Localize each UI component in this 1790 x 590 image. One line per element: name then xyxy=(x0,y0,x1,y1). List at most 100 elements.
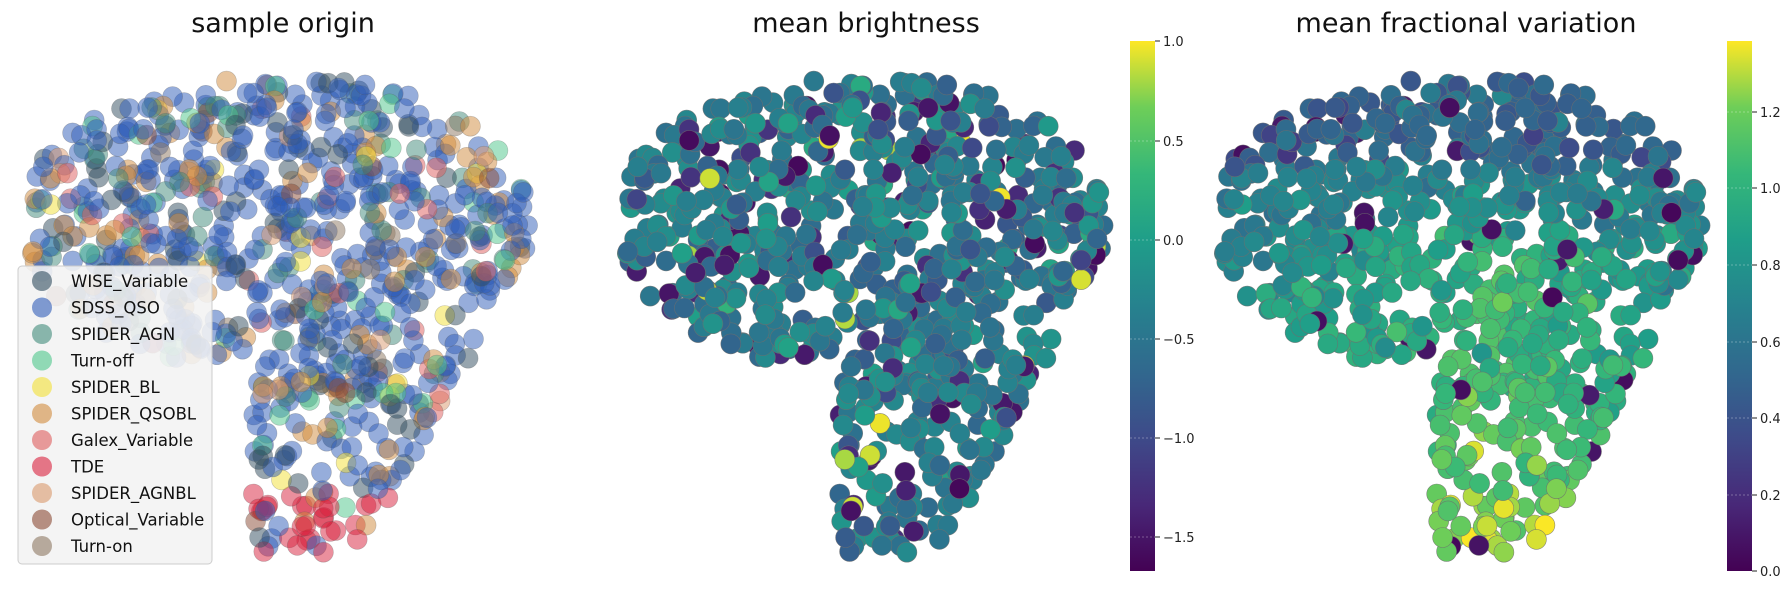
scatter-point xyxy=(1620,218,1641,240)
scatter-point xyxy=(426,157,447,179)
scatter-point xyxy=(749,156,770,178)
scatter-point xyxy=(840,500,862,522)
scatter-point xyxy=(1531,154,1552,176)
scatter-point xyxy=(342,333,364,354)
legend-marker xyxy=(32,377,52,397)
scatter-point xyxy=(1615,135,1637,156)
scatter-point xyxy=(803,70,825,92)
scatter-point xyxy=(166,228,188,250)
scatter-point xyxy=(335,97,356,119)
scatter-point xyxy=(399,316,421,338)
scatter-point xyxy=(626,189,648,210)
scatter-point xyxy=(854,404,876,426)
scatter-point xyxy=(316,273,338,294)
scatter-point xyxy=(1496,273,1518,294)
scatter-point xyxy=(1035,347,1057,369)
legend-label: SPIDER_QSOBL xyxy=(71,405,197,425)
scatter-point xyxy=(879,515,901,537)
scatter-point xyxy=(1497,417,1519,439)
scatter-point xyxy=(923,258,945,279)
scatter-point xyxy=(881,162,902,184)
scatter-point xyxy=(267,196,288,217)
scatter-point xyxy=(1526,403,1548,425)
legend-marker xyxy=(32,297,52,318)
scatter-point xyxy=(416,407,438,429)
colorbar-tick-label: −1.0 xyxy=(1163,432,1195,447)
scatter-point xyxy=(934,154,956,176)
scatter-point xyxy=(925,333,946,354)
scatter-point xyxy=(379,239,400,260)
scatter-point xyxy=(874,371,896,393)
scatter-point xyxy=(79,242,100,264)
scatter-point xyxy=(1345,321,1367,343)
scatter-point xyxy=(1070,249,1092,271)
scatter-point xyxy=(356,382,377,403)
scatter-point xyxy=(896,497,918,519)
legend-label: SDSS_QSO xyxy=(71,299,160,319)
scatter-point xyxy=(974,348,996,369)
scatter-point xyxy=(978,116,1000,137)
scatter-point xyxy=(1416,125,1437,146)
scatter-point xyxy=(979,316,1001,338)
scatter-point xyxy=(192,206,214,228)
scatter-point xyxy=(371,182,393,203)
scatter-point xyxy=(712,226,734,247)
scatter-point xyxy=(1476,515,1498,537)
scatter-point xyxy=(32,189,53,210)
scatter-point xyxy=(1520,258,1542,279)
colorbar-tick-label: −0.5 xyxy=(1163,333,1195,348)
scatter-point xyxy=(290,371,312,393)
scatter-point xyxy=(1402,175,1424,196)
scatter-point xyxy=(627,156,649,178)
scatter-point xyxy=(1429,414,1451,436)
scatter-point xyxy=(959,439,981,461)
scatter-point xyxy=(252,383,274,404)
scatter-point xyxy=(1449,196,1470,217)
scatter-point xyxy=(1037,115,1059,137)
scatter-point xyxy=(1375,337,1396,358)
scatter-point xyxy=(1335,257,1357,279)
legend-label: WISE_Variable xyxy=(71,272,188,292)
scatter-point xyxy=(320,521,341,542)
scatter-point xyxy=(398,116,420,137)
scatter-point xyxy=(1491,136,1512,158)
scatter-point xyxy=(1443,224,1465,246)
scatter-point xyxy=(83,190,105,212)
scatter-point xyxy=(1275,130,1297,151)
scatter-point xyxy=(1576,316,1598,338)
scatter-point xyxy=(1629,184,1651,206)
scatter-point xyxy=(189,113,211,134)
scatter-point xyxy=(261,224,282,246)
scatter-point xyxy=(274,330,295,352)
scatter-point xyxy=(646,231,668,253)
scatter-point xyxy=(1429,302,1450,323)
scatter-point xyxy=(1342,112,1363,134)
scatter-point xyxy=(1649,260,1671,282)
scatter-point xyxy=(1581,269,1602,291)
scatter-point xyxy=(286,535,308,556)
scatter-point xyxy=(1620,304,1641,326)
scatter-point xyxy=(1086,228,1108,249)
scatter-point xyxy=(1040,328,1062,350)
scatter-point xyxy=(1571,348,1593,369)
scatter-point xyxy=(867,119,889,140)
scatter-point xyxy=(354,74,376,96)
scatter-point xyxy=(1400,70,1422,92)
scatter-point xyxy=(961,137,983,159)
scatter-point xyxy=(1468,535,1490,556)
scatter-point xyxy=(312,480,333,501)
scatter-point xyxy=(723,119,745,140)
scatter-point xyxy=(1504,166,1526,188)
legend-marker xyxy=(32,271,52,291)
scatter-point xyxy=(1534,382,1556,403)
scatter-point xyxy=(1042,220,1063,242)
scatter-point xyxy=(714,254,735,276)
scatter-point xyxy=(1435,383,1456,404)
scatter-point xyxy=(1431,279,1452,301)
scatter-point xyxy=(311,461,332,483)
scatter-point xyxy=(473,145,495,167)
scatter-point xyxy=(929,529,950,550)
scatter-point xyxy=(216,70,237,92)
scatter-point xyxy=(380,137,402,159)
